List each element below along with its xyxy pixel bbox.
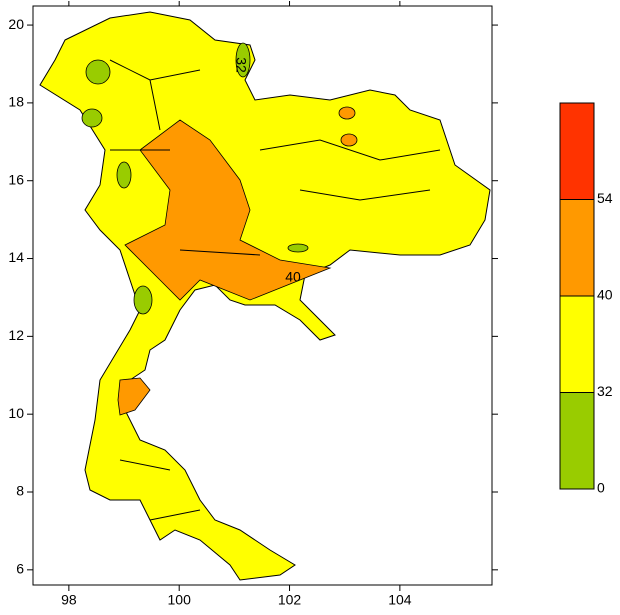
contour-green xyxy=(81,108,103,128)
contour-green xyxy=(287,243,309,253)
contour-green xyxy=(116,161,132,189)
province-borders xyxy=(109,59,441,521)
colorbar-label: 54 xyxy=(597,190,613,206)
y-tick-label: 18 xyxy=(8,94,24,110)
colorbar-label: 0 xyxy=(597,480,605,496)
x-tick-label: 100 xyxy=(168,592,192,608)
land xyxy=(39,11,491,581)
contour-orange xyxy=(117,377,151,416)
colorbar-box xyxy=(559,199,595,297)
y-tick-label: 12 xyxy=(8,327,24,343)
y-tick-label: 8 xyxy=(16,483,24,499)
y-tick-label: 14 xyxy=(8,249,24,265)
contour-green xyxy=(85,59,111,85)
colorbar-box xyxy=(559,295,595,393)
colorbar-box xyxy=(559,392,595,490)
contour-orange xyxy=(340,133,358,147)
contour-green xyxy=(235,42,251,78)
contour-orange xyxy=(124,119,332,301)
y-tick-label: 10 xyxy=(8,405,24,421)
colorbar-label: 32 xyxy=(597,383,613,399)
contour-label: 32 xyxy=(233,57,249,73)
colorbar-label: 40 xyxy=(597,287,613,303)
y-tick-label: 6 xyxy=(16,561,24,577)
y-tick-label: 16 xyxy=(8,171,24,187)
contour-green xyxy=(133,285,153,315)
x-tick-label: 102 xyxy=(278,592,302,608)
contour-label: 40 xyxy=(285,269,301,285)
y-tick-label: 20 xyxy=(8,16,24,32)
contour-orange xyxy=(338,106,356,120)
x-tick-label: 98 xyxy=(61,592,77,608)
x-tick-label: 104 xyxy=(388,592,412,608)
colorbar-box xyxy=(559,102,595,200)
